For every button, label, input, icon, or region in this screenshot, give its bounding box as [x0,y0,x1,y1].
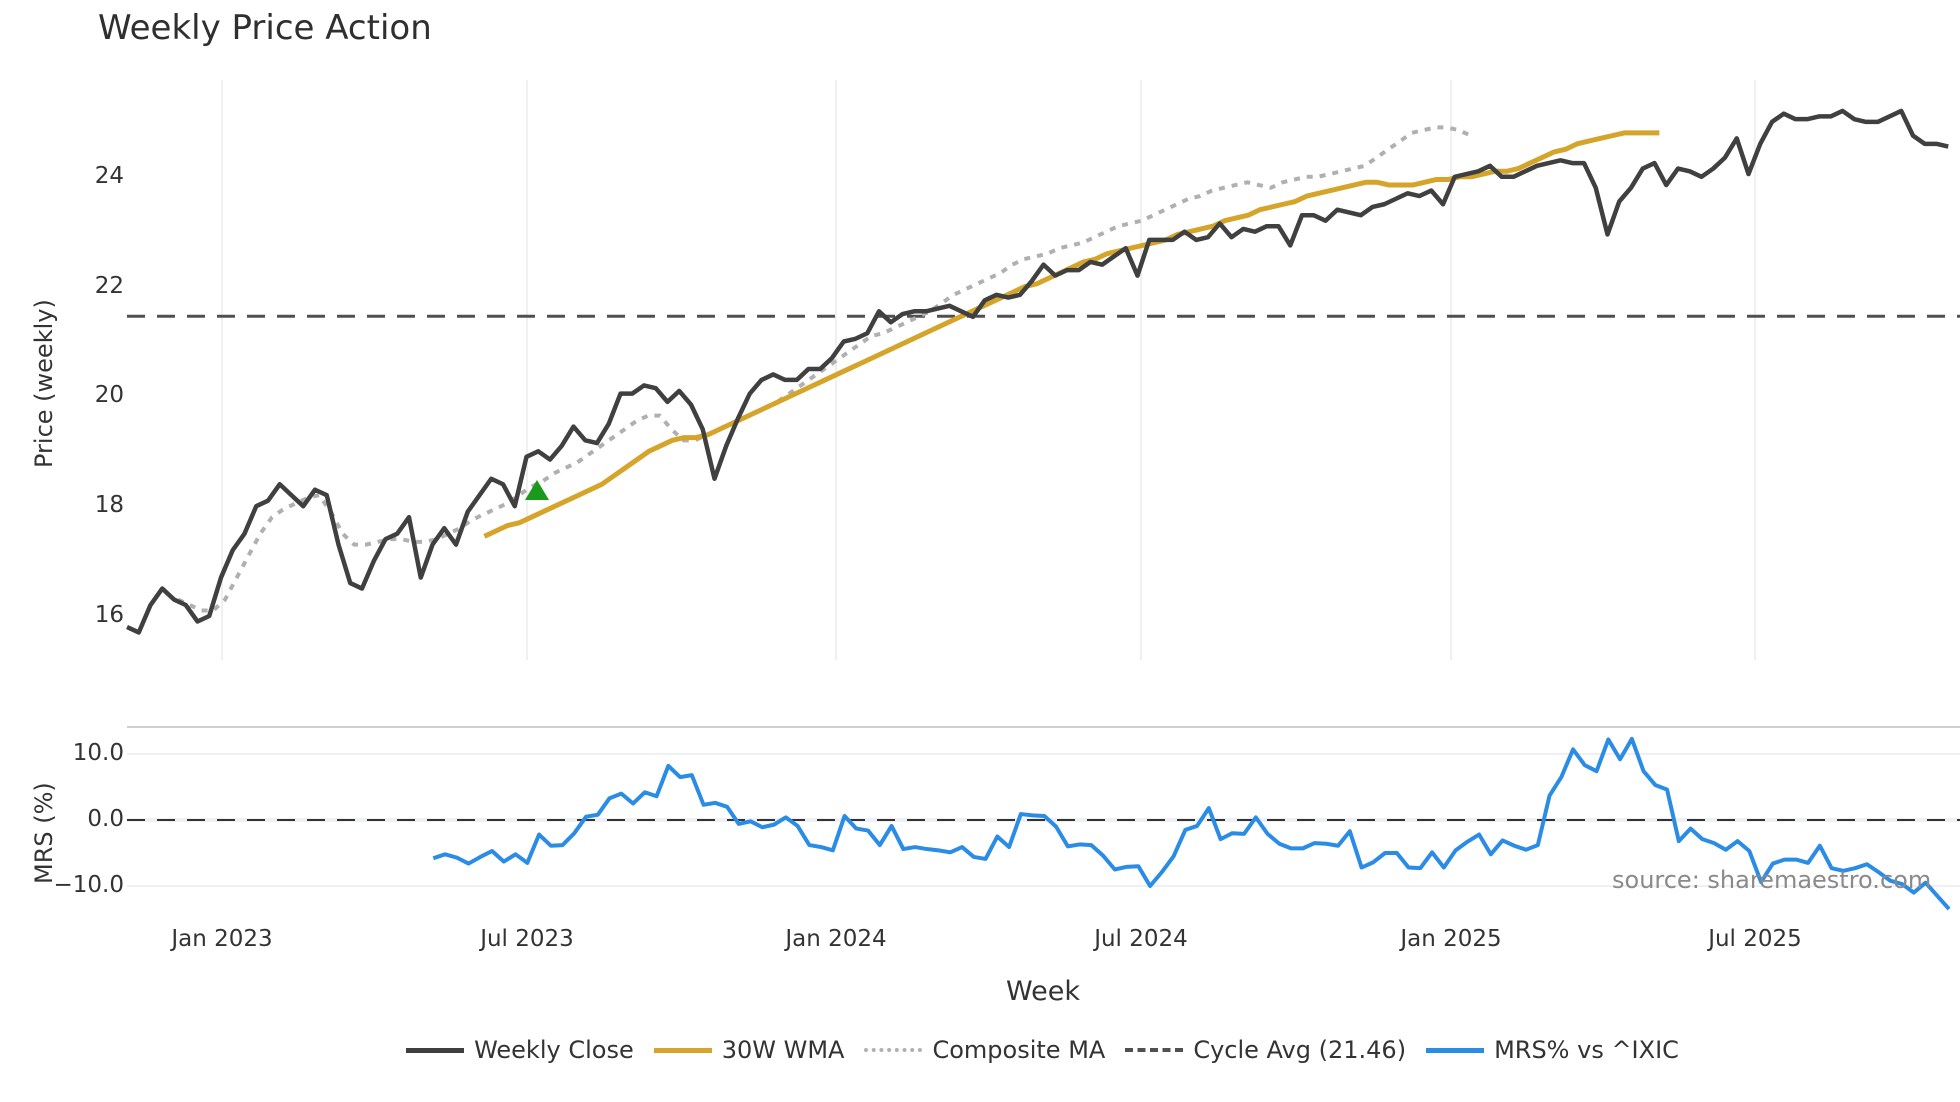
x-tick-jan-2024: Jan 2024 [785,926,887,952]
price-tick: 24 [94,162,124,189]
legend-label: Weekly Close [474,1036,634,1064]
solid-line-icon [653,1047,712,1053]
mrs-tick-0: 0.0 [87,806,124,832]
legend: Weekly Close 30W WMA Composite MA Cycle … [0,1036,1960,1064]
x-axis-label: Week [1006,976,1080,1007]
legend-item-cycle-avg[interactable]: Cycle Avg (21.46) [1125,1036,1406,1064]
source-annotation: source: sharemaestro.com [1612,866,1932,894]
legend-label: Cycle Avg (21.46) [1193,1036,1407,1064]
price-tick: 16 [94,602,124,628]
price-tick: 18 [94,492,124,519]
solid-line-icon [1426,1047,1485,1053]
mrs-plot [127,736,1960,911]
dashed-line-icon [1125,1048,1184,1052]
mrs-tick-10: 10.0 [72,740,124,766]
price-tick: 20 [94,382,124,409]
dotted-line-icon [864,1048,923,1052]
chart-title: Weekly Price Action [98,8,432,48]
price-tick: 22 [94,272,124,299]
x-tick-jan-2023: Jan 2023 [171,926,273,952]
x-tick-jul-2025: Jul 2025 [1708,926,1802,952]
legend-label: MRS% vs ^IXIC [1494,1036,1679,1064]
legend-item-weekly-close[interactable]: Weekly Close [406,1036,634,1064]
mrs-tick-neg10: −10.0 [53,872,124,898]
gridlines [127,80,1960,887]
solid-line-icon [406,1047,465,1053]
price-axis-label: Price (weekly) [30,299,58,468]
price-plot [126,108,1960,635]
legend-item-composite-ma[interactable]: Composite MA [864,1036,1105,1064]
legend-label: Composite MA [932,1036,1106,1064]
legend-item-mrs[interactable]: MRS% vs ^IXIC [1426,1036,1679,1064]
x-tick-jul-2023: Jul 2023 [480,926,574,952]
x-tick-jan-2025: Jan 2025 [1400,926,1502,952]
x-tick-jul-2024: Jul 2024 [1094,926,1188,952]
legend-item-30w-wma[interactable]: 30W WMA [653,1036,845,1064]
legend-label: 30W WMA [721,1036,845,1064]
mrs-axis-label: MRS (%) [30,782,58,884]
